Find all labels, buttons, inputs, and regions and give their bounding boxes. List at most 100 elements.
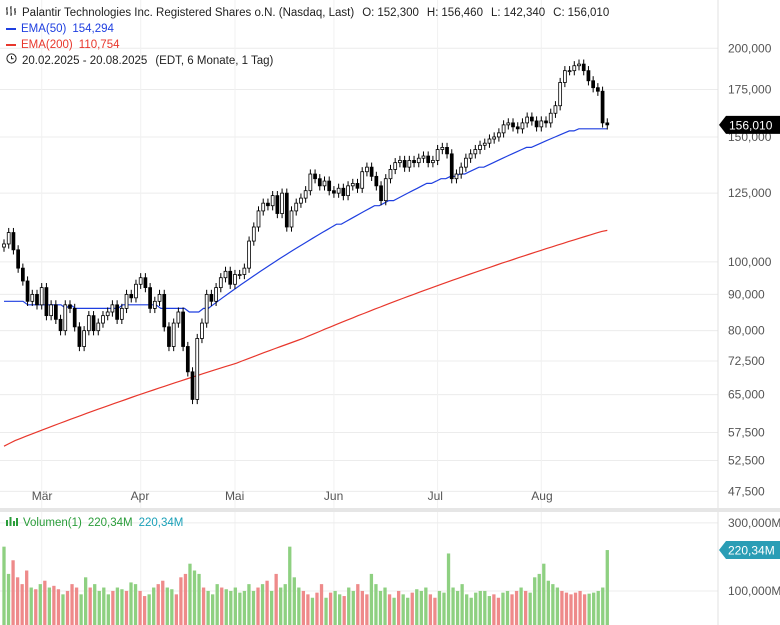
price-tick-label: 200,000 — [728, 41, 772, 55]
volume-bar — [97, 590, 101, 625]
candle-body — [426, 155, 431, 164]
volume-badge: 220,34M — [719, 540, 780, 559]
volume-series — [2, 546, 609, 625]
candle — [341, 183, 346, 201]
candle — [162, 289, 167, 332]
ema200-legend[interactable]: EMA(200) 110,754 — [6, 37, 609, 53]
volume-bar — [474, 592, 478, 625]
candle-body — [553, 105, 558, 114]
candle-body — [68, 304, 72, 309]
time-axis: Mär Apr Mai Jun Jul Aug — [32, 489, 553, 503]
candle-body — [63, 304, 68, 332]
candle — [185, 341, 190, 377]
volume-bar — [315, 592, 319, 625]
price-grid — [0, 0, 718, 625]
candle-body — [393, 162, 398, 170]
candle-body — [501, 124, 506, 134]
candle — [421, 151, 426, 163]
candle — [53, 300, 58, 324]
volume-bar — [505, 590, 510, 625]
volume-bar — [15, 577, 20, 625]
candle — [82, 326, 86, 352]
candle — [218, 273, 223, 293]
candle-body — [317, 178, 322, 187]
candle — [595, 83, 600, 96]
volume-bar — [496, 597, 501, 625]
candle-body — [548, 112, 553, 124]
candle-body — [600, 90, 605, 124]
volume-bar — [306, 594, 310, 625]
volume-bar — [111, 590, 115, 625]
candle — [228, 266, 233, 289]
date-range-row: 20.02.2025 - 20.08.2025 (EDT, 6 Monate, … — [6, 53, 609, 69]
candle — [247, 236, 251, 273]
candle-body — [148, 287, 152, 309]
volume-bar — [356, 584, 360, 625]
high-value: 156,460 — [441, 7, 483, 19]
price-tick-label: 72,500 — [728, 354, 765, 368]
candle-body — [435, 149, 440, 161]
volume-bar — [138, 590, 142, 625]
candle — [176, 307, 181, 328]
volume-bar — [514, 590, 519, 625]
candle — [393, 158, 398, 175]
volume-bar — [34, 589, 38, 625]
volume-value-secondary: 220,34M — [138, 516, 184, 529]
candle-body — [129, 293, 134, 299]
candle — [251, 222, 256, 246]
volume-bar — [319, 584, 324, 625]
candle-body — [374, 175, 379, 187]
candle-body — [473, 149, 478, 155]
candle — [105, 307, 110, 321]
volume-bar — [56, 589, 61, 625]
price-tick-label: 52,500 — [728, 453, 765, 467]
volume-grid — [0, 522, 718, 592]
candle-body — [365, 166, 369, 173]
candle — [223, 266, 228, 283]
candle-body — [383, 178, 388, 202]
candle-body — [157, 293, 162, 302]
volume-bar — [79, 594, 83, 625]
candle-body — [11, 232, 16, 251]
volume-bar — [83, 577, 88, 625]
candle-body — [289, 210, 294, 228]
volume-bar — [238, 592, 242, 625]
volume-bar — [338, 594, 342, 625]
candle-body — [275, 195, 280, 214]
volume-bar — [260, 584, 265, 625]
instrument-title: Palantir Technologies Inc. Registered Sh… — [22, 7, 355, 19]
volume-bar — [564, 592, 569, 625]
candle — [369, 162, 374, 182]
candle — [322, 176, 327, 191]
candle-body — [416, 157, 421, 164]
candle-body — [478, 144, 482, 150]
time-tick-label: Jul — [428, 489, 443, 503]
candle — [473, 144, 478, 159]
candle-body — [251, 226, 256, 242]
candle-body — [294, 202, 299, 212]
volume-bar — [301, 590, 306, 625]
instrument-row: Palantir Technologies Inc. Registered Sh… — [6, 5, 609, 21]
volume-bar — [546, 580, 550, 625]
volume-bar — [333, 590, 337, 625]
volume-bar — [192, 570, 197, 625]
volume-bar — [265, 580, 269, 625]
candle — [30, 289, 35, 306]
volume-legend[interactable]: Volumen(1) 220,34M 220,34M — [6, 516, 183, 529]
volume-bar — [433, 597, 437, 625]
volume-badge-label: 220,34M — [728, 543, 775, 557]
volume-axis: 300,000M 100,000M 220,34M — [719, 516, 780, 598]
volume-bar — [460, 584, 464, 625]
candle-body — [563, 70, 567, 83]
ema200-swatch — [6, 44, 16, 46]
volume-bar — [152, 587, 156, 625]
volume-bar — [52, 585, 56, 625]
candle-body — [577, 63, 581, 67]
last-price-label: 156,010 — [729, 118, 773, 132]
candle-body — [412, 160, 416, 164]
candle-body — [350, 183, 355, 187]
price-tick-label: 57,500 — [728, 425, 765, 439]
candle — [487, 134, 492, 148]
price-tick-label: 175,000 — [728, 82, 772, 96]
ema50-legend[interactable]: EMA(50) 154,294 — [6, 21, 609, 37]
